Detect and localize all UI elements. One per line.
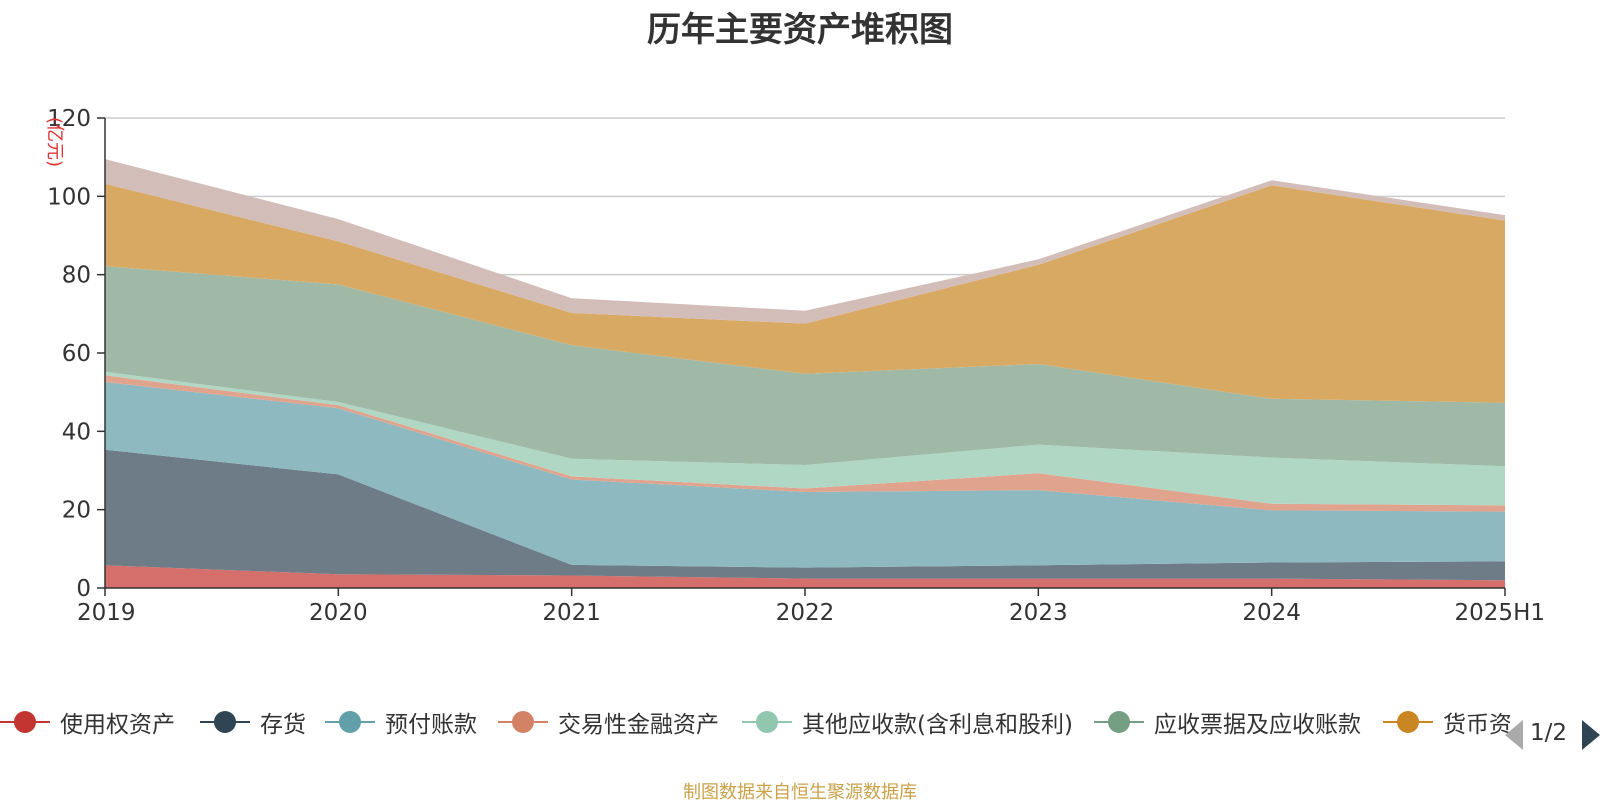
legend-item[interactable]: 其他应收款(含利息和股利) <box>742 700 1073 744</box>
x-tick-label: 2025H1 <box>1455 600 1545 626</box>
area-series-6[interactable] <box>105 183 1505 403</box>
legend-label: 存货 <box>260 712 306 738</box>
y-tick-label: 100 <box>47 184 91 210</box>
legend-next-page-icon[interactable] <box>1582 720 1600 750</box>
x-tick-label: 2024 <box>1242 600 1301 626</box>
area-series-4[interactable] <box>105 371 1505 506</box>
legend-item[interactable]: 应收票据及应收账款 <box>1094 700 1361 744</box>
x-tick-label: 2019 <box>77 600 136 626</box>
chart-title: 历年主要资产堆积图 <box>647 10 953 50</box>
legend-marker-icon <box>1094 700 1144 744</box>
area-series-7[interactable] <box>105 159 1505 324</box>
area-series-0[interactable] <box>105 565 1505 588</box>
legend-marker-icon <box>742 700 792 744</box>
legend-page-indicator: 1/2 <box>1530 720 1568 746</box>
y-tick-label: 40 <box>62 419 91 445</box>
y-tick-label: 0 <box>76 576 91 602</box>
legend-item[interactable]: 预付账款 <box>325 700 477 744</box>
area-series-5[interactable] <box>105 266 1505 467</box>
area-series <box>105 159 1505 588</box>
legend-marker-icon <box>325 700 375 744</box>
axes: 0 20 40 60 80 100 120 2019 2020 2021 2022 2023 2024 2… <box>47 106 1545 626</box>
legend-marker-icon <box>200 700 250 744</box>
y-tick-label: 60 <box>62 341 91 367</box>
y-tick-label: 80 <box>62 263 91 289</box>
legend-item[interactable]: 存货 <box>200 700 306 744</box>
x-tick-label: 2021 <box>542 600 601 626</box>
legend-label: 应收票据及应收账款 <box>1154 712 1361 738</box>
area-series-2[interactable] <box>105 382 1505 568</box>
y-tick-label: 20 <box>62 498 91 524</box>
y-tick-label: 120 <box>47 106 91 132</box>
legend-marker-icon <box>0 700 50 744</box>
legend-item[interactable]: 货币资金 <box>1383 700 1510 744</box>
data-source-note: 制图数据来自恒生聚源数据库 <box>683 782 917 803</box>
chart-legend: 使用权资产 存货 预付账款 交易性金融资产 其他应收款(含利息和股利) 应收票据及应收账款… <box>0 700 1510 744</box>
legend-item[interactable]: 使用权资产 <box>0 700 175 744</box>
legend-prev-page-icon[interactable] <box>1505 720 1523 750</box>
legend-label: 使用权资产 <box>60 712 175 738</box>
x-tick-label: 2020 <box>309 600 368 626</box>
x-tick-label: 2023 <box>1009 600 1068 626</box>
legend-label: 其他应收款(含利息和股利) <box>802 712 1073 738</box>
legend-marker-icon <box>1383 700 1433 744</box>
area-series-1[interactable] <box>105 449 1505 581</box>
x-tick-label: 2022 <box>776 600 835 626</box>
y-axis-unit-label: (亿元) <box>44 117 65 167</box>
legend-label: 交易性金融资产 <box>558 712 719 738</box>
legend-label: 货币资金 <box>1443 712 1510 738</box>
legend-item[interactable]: 交易性金融资产 <box>498 700 719 744</box>
legend-label: 预付账款 <box>385 712 477 738</box>
legend-marker-icon <box>498 700 548 744</box>
